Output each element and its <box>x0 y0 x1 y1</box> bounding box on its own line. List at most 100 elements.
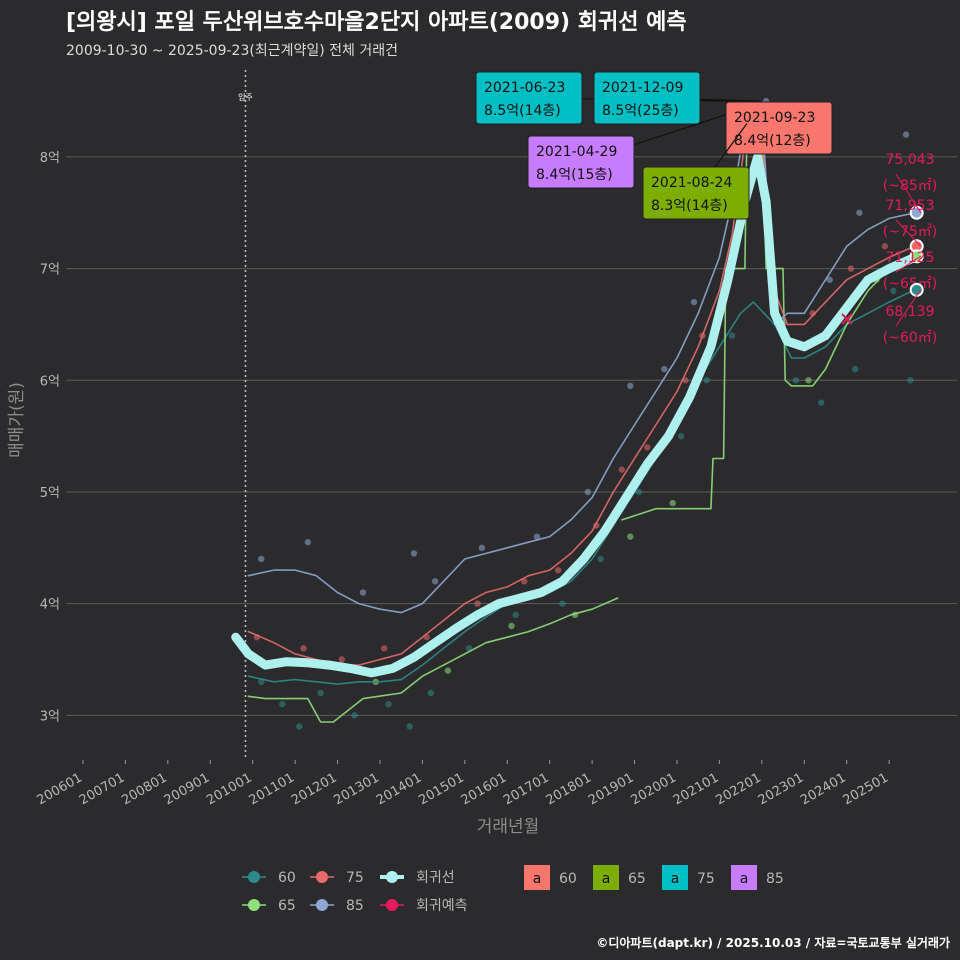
footer-credit: ©디아파트(dapt.kr) / 2025.10.03 / 자료=국토교통부 실… <box>596 935 950 950</box>
prediction-value: 71,125 <box>886 250 935 266</box>
scatter-point <box>300 645 307 652</box>
series-line-s60 <box>247 289 916 685</box>
scatter-point <box>478 544 485 552</box>
scatter-point <box>512 611 519 619</box>
scatter-point <box>597 555 604 563</box>
scatter-point <box>304 539 312 546</box>
annotation-price: 8.5억(25층) <box>602 103 679 119</box>
legend-label: 85 <box>346 898 364 914</box>
legend-box-label: 60 <box>559 871 577 887</box>
scatter-point <box>902 131 910 138</box>
x-tick-label: 202301 <box>756 770 806 808</box>
legend: 60 75 회귀선 65 85 회귀예측 a 60 a 65 a 75 a 85 <box>242 865 784 914</box>
max-price-annotations: 2021-06-23 8.5억(14층) 2021-12-09 8.5억(25층) 20… <box>475 71 833 220</box>
series-line-s85 <box>247 100 916 614</box>
legend-box-glyph: a <box>602 871 611 887</box>
legend-box-75 <box>662 865 688 890</box>
prediction-leader <box>895 289 922 327</box>
annotation-price: 8.4억(15층) <box>536 167 613 183</box>
scatter-point <box>431 578 439 585</box>
prediction-x-marker <box>841 313 853 325</box>
legend-label: 75 <box>346 870 364 886</box>
scatter-point <box>410 550 418 557</box>
scatter-point <box>644 444 651 451</box>
legend-box-65 <box>593 865 619 890</box>
scatter-point <box>554 566 562 574</box>
scatter-point <box>678 432 685 440</box>
scatter-point <box>406 723 413 730</box>
series-line-s65 <box>247 597 619 723</box>
prediction-value: 71,953 <box>886 198 935 214</box>
scatter-point <box>427 689 435 697</box>
x-tick-label: 201601 <box>459 770 509 808</box>
x-tick-label: 201101 <box>247 770 297 808</box>
legend-box-60 <box>524 865 550 890</box>
scatter-point <box>627 382 634 390</box>
scatter-point <box>474 600 481 607</box>
x-tick-label: 202501 <box>841 770 891 808</box>
legend-box-label: 65 <box>628 871 646 887</box>
scatter-point <box>618 466 626 473</box>
x-axis-ticks: 2006012007012008012009012010012011012012… <box>34 760 891 808</box>
legend-dot-regression <box>386 871 398 883</box>
legend-label: 회귀예측 <box>416 898 468 914</box>
scatter-point <box>351 712 358 719</box>
prediction-labels: 75,043 (~85㎡) 71,953 (~75㎡) 71,125 (~65㎡) 68,1… <box>841 152 937 346</box>
legend-box-label: 75 <box>697 871 715 887</box>
scatter-point <box>703 377 710 384</box>
grid-lines <box>66 156 957 716</box>
prediction-point <box>909 282 924 297</box>
legend-dot-prediction <box>386 899 398 911</box>
legend-box-glyph: a <box>533 871 542 887</box>
y-tick-label: 5억 <box>40 486 60 501</box>
scatter-point <box>669 499 676 507</box>
scatter-point <box>847 265 855 272</box>
annotation-date: 2021-04-29 <box>536 144 617 160</box>
series-line-regression <box>231 152 920 678</box>
y-tick-label: 4억 <box>40 598 60 613</box>
legend-dot-s75 <box>316 871 328 883</box>
legend-label: 60 <box>278 870 296 886</box>
y-tick-label: 3억 <box>40 709 60 724</box>
annotation-box <box>642 166 750 220</box>
scatter-point <box>881 243 889 250</box>
scatter-point <box>805 377 812 384</box>
event-label: 입주 <box>238 93 253 102</box>
scatter-points <box>253 97 914 730</box>
annotation-box <box>593 71 701 125</box>
prediction-leader <box>895 173 922 214</box>
x-tick-label: 200701 <box>77 770 127 808</box>
x-tick-label: 201001 <box>204 770 254 808</box>
y-tick-label: 8억 <box>40 151 60 166</box>
annotation-price: 8.5억(14층) <box>484 103 561 119</box>
x-tick-label: 200601 <box>34 770 84 808</box>
x-tick-label: 201501 <box>416 770 466 808</box>
scatter-point <box>533 533 541 540</box>
prediction-value: 68,139 <box>886 304 935 320</box>
legend-dot-s85 <box>316 899 328 911</box>
x-axis-title: 거래년월 <box>477 817 540 837</box>
scatter-point <box>257 678 265 686</box>
scatter-point <box>826 276 833 283</box>
x-tick-label: 201201 <box>289 770 339 808</box>
annotation-box <box>527 135 635 189</box>
scatter-point <box>818 399 825 406</box>
x-tick-label: 201801 <box>544 770 594 808</box>
scatter-point <box>508 622 515 630</box>
x-tick-label: 202201 <box>713 770 763 808</box>
scatter-point <box>317 689 324 697</box>
scatter-point <box>521 578 528 585</box>
x-tick-label: 201701 <box>501 770 551 808</box>
scatter-point <box>728 332 736 339</box>
legend-box-glyph: a <box>671 871 680 887</box>
series-line-s65 <box>621 122 916 521</box>
prediction-leader <box>895 219 922 247</box>
scatter-point <box>907 377 914 384</box>
annotation-price: 8.4억(12층) <box>734 133 811 149</box>
legend-box-label: 85 <box>766 871 784 887</box>
series-lines <box>231 100 920 723</box>
annotation-price: 8.3억(14층) <box>651 198 728 214</box>
prediction-leader <box>895 255 921 273</box>
prediction-value: 75,043 <box>886 152 935 168</box>
